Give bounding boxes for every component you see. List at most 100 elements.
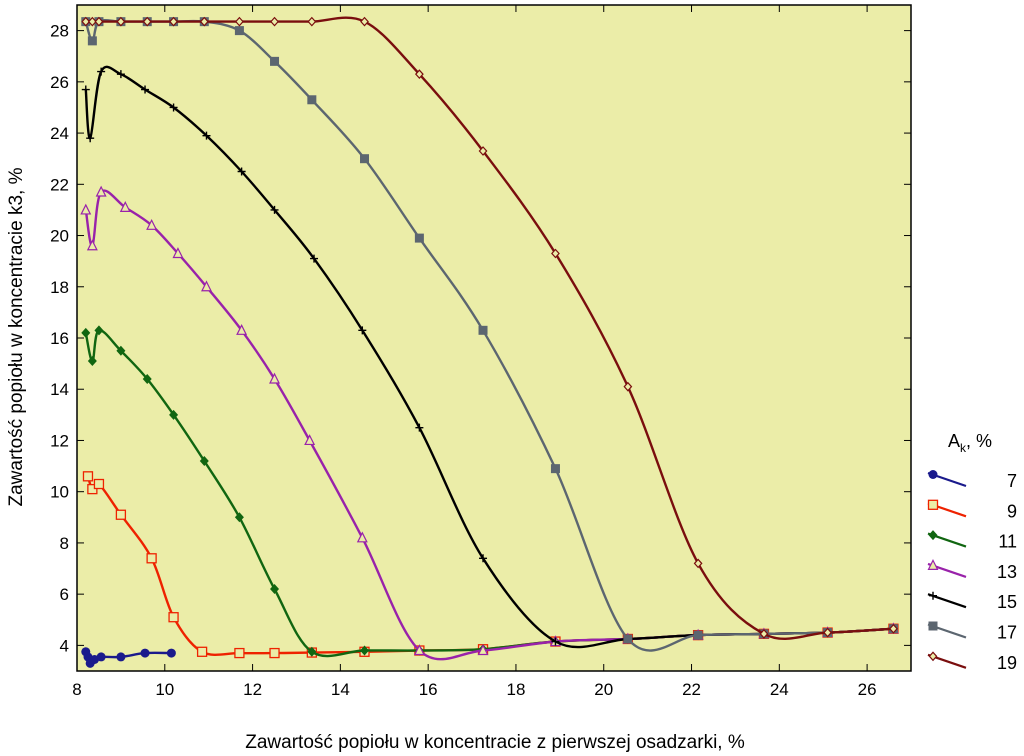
point-19-0 (81, 16, 91, 27)
x-tick-label-12: 12 (243, 680, 262, 699)
x-tick-label-22: 22 (682, 680, 701, 699)
series-layer (80, 16, 899, 668)
point-11-5 (169, 409, 179, 420)
point-9-3 (115, 509, 127, 520)
legend-marker-7 (928, 470, 938, 479)
point-13-12 (477, 644, 489, 656)
legend: Ak, % 7 9 11 13 15 17 19 (927, 431, 1017, 673)
legend-label-11: 11 (998, 532, 1017, 552)
point-11-9 (307, 646, 317, 657)
point-15-11 (415, 423, 424, 432)
y-tick-label-26: 26 (50, 73, 69, 92)
point-19-12 (478, 146, 488, 156)
point-19-8 (270, 16, 279, 27)
point-13-1 (86, 239, 98, 251)
y-tick-label-8: 8 (60, 534, 69, 553)
point-19-11 (414, 69, 424, 80)
legend-label-17: 17 (997, 623, 1017, 643)
y-tick-label-20: 20 (50, 227, 69, 246)
legend-marker-13 (927, 559, 939, 571)
point-19-1 (87, 16, 97, 27)
point-13-7 (236, 323, 248, 335)
point-19-15 (693, 558, 703, 569)
point-15-7 (237, 167, 246, 176)
point-17-13 (550, 464, 560, 474)
point-9-6 (196, 646, 208, 657)
point-7-5 (116, 652, 126, 662)
point-19-18 (889, 623, 898, 634)
point-15-3 (116, 70, 125, 79)
series-19 (81, 16, 898, 641)
legend-item-19: 19 (927, 651, 1017, 673)
point-15-8 (270, 205, 279, 214)
point-15-1 (86, 134, 95, 143)
y-tick-label-24: 24 (50, 124, 69, 143)
legend-marker-15 (929, 591, 937, 600)
y-tick-label-12: 12 (50, 431, 69, 450)
x-axis-label: Zawartość popiołu w koncentracie z pierw… (245, 732, 745, 753)
point-15-12 (479, 554, 488, 563)
series-7 (81, 647, 176, 668)
point-17-10 (360, 154, 370, 164)
legend-item-11: 11 (927, 530, 1017, 552)
point-11-7 (234, 512, 244, 523)
point-19-16 (759, 628, 769, 639)
legend-title-sub: k (960, 441, 967, 455)
point-13-9 (304, 434, 316, 446)
point-9-7 (234, 647, 245, 659)
point-15-6 (202, 131, 211, 140)
point-9-2 (93, 478, 105, 490)
x-tick-label-8: 8 (72, 680, 81, 699)
point-19-4 (142, 16, 152, 27)
y-tick-label-6: 6 (60, 585, 69, 604)
point-17-15 (693, 630, 703, 640)
point-13-3 (119, 201, 131, 212)
point-15-4 (141, 85, 150, 94)
y-axis-ticks: 4 6 8 10 12 14 16 18 20 22 24 26 28 (50, 22, 911, 655)
point-11-0 (81, 327, 91, 338)
x-tick-label-20: 20 (594, 680, 613, 699)
point-19-10 (360, 16, 369, 27)
point-13-10 (356, 531, 368, 543)
point-11-2 (94, 325, 104, 336)
legend-item-15: 15 (927, 591, 1017, 612)
point-13-6 (201, 280, 212, 292)
point-17-12 (478, 325, 488, 335)
point-15-5 (169, 103, 178, 112)
legend-marker-11 (928, 530, 938, 541)
legend-marker-19 (928, 651, 938, 662)
point-19-17 (823, 627, 833, 638)
legend-marker-17 (928, 621, 938, 631)
point-17-11 (414, 233, 424, 243)
legend-item-17: 17 (927, 621, 1017, 643)
point-11-3 (116, 345, 126, 356)
x-tick-label-26: 26 (858, 680, 877, 699)
x-tick-label-10: 10 (155, 680, 174, 699)
point-17-14 (623, 634, 633, 644)
point-13-11 (413, 644, 425, 656)
legend-label-7: 7 (1007, 471, 1017, 491)
y-axis-label: Zawartość popiołu w koncentracie k3, % (6, 167, 27, 506)
point-15-10 (358, 326, 367, 335)
legend-item-7: 7 (927, 470, 1017, 491)
point-11-10 (360, 645, 370, 656)
point-15-2 (97, 67, 106, 76)
point-13-2 (95, 185, 107, 197)
point-7-7 (166, 648, 176, 658)
point-17-8 (270, 56, 280, 66)
point-19-9 (307, 16, 317, 27)
point-9-0 (82, 471, 94, 482)
point-7-4 (96, 652, 106, 662)
point-17-7 (234, 26, 244, 36)
point-11-4 (142, 373, 152, 384)
point-19-13 (551, 248, 560, 259)
legend-label-13: 13 (997, 562, 1017, 582)
point-15-0 (81, 85, 90, 94)
point-19-2 (94, 16, 104, 27)
y-tick-label-10: 10 (50, 483, 69, 502)
point-15-13 (551, 637, 560, 646)
point-19-6 (199, 16, 209, 27)
plot-background (77, 5, 911, 671)
point-13-8 (269, 372, 280, 384)
point-11-6 (199, 455, 209, 466)
